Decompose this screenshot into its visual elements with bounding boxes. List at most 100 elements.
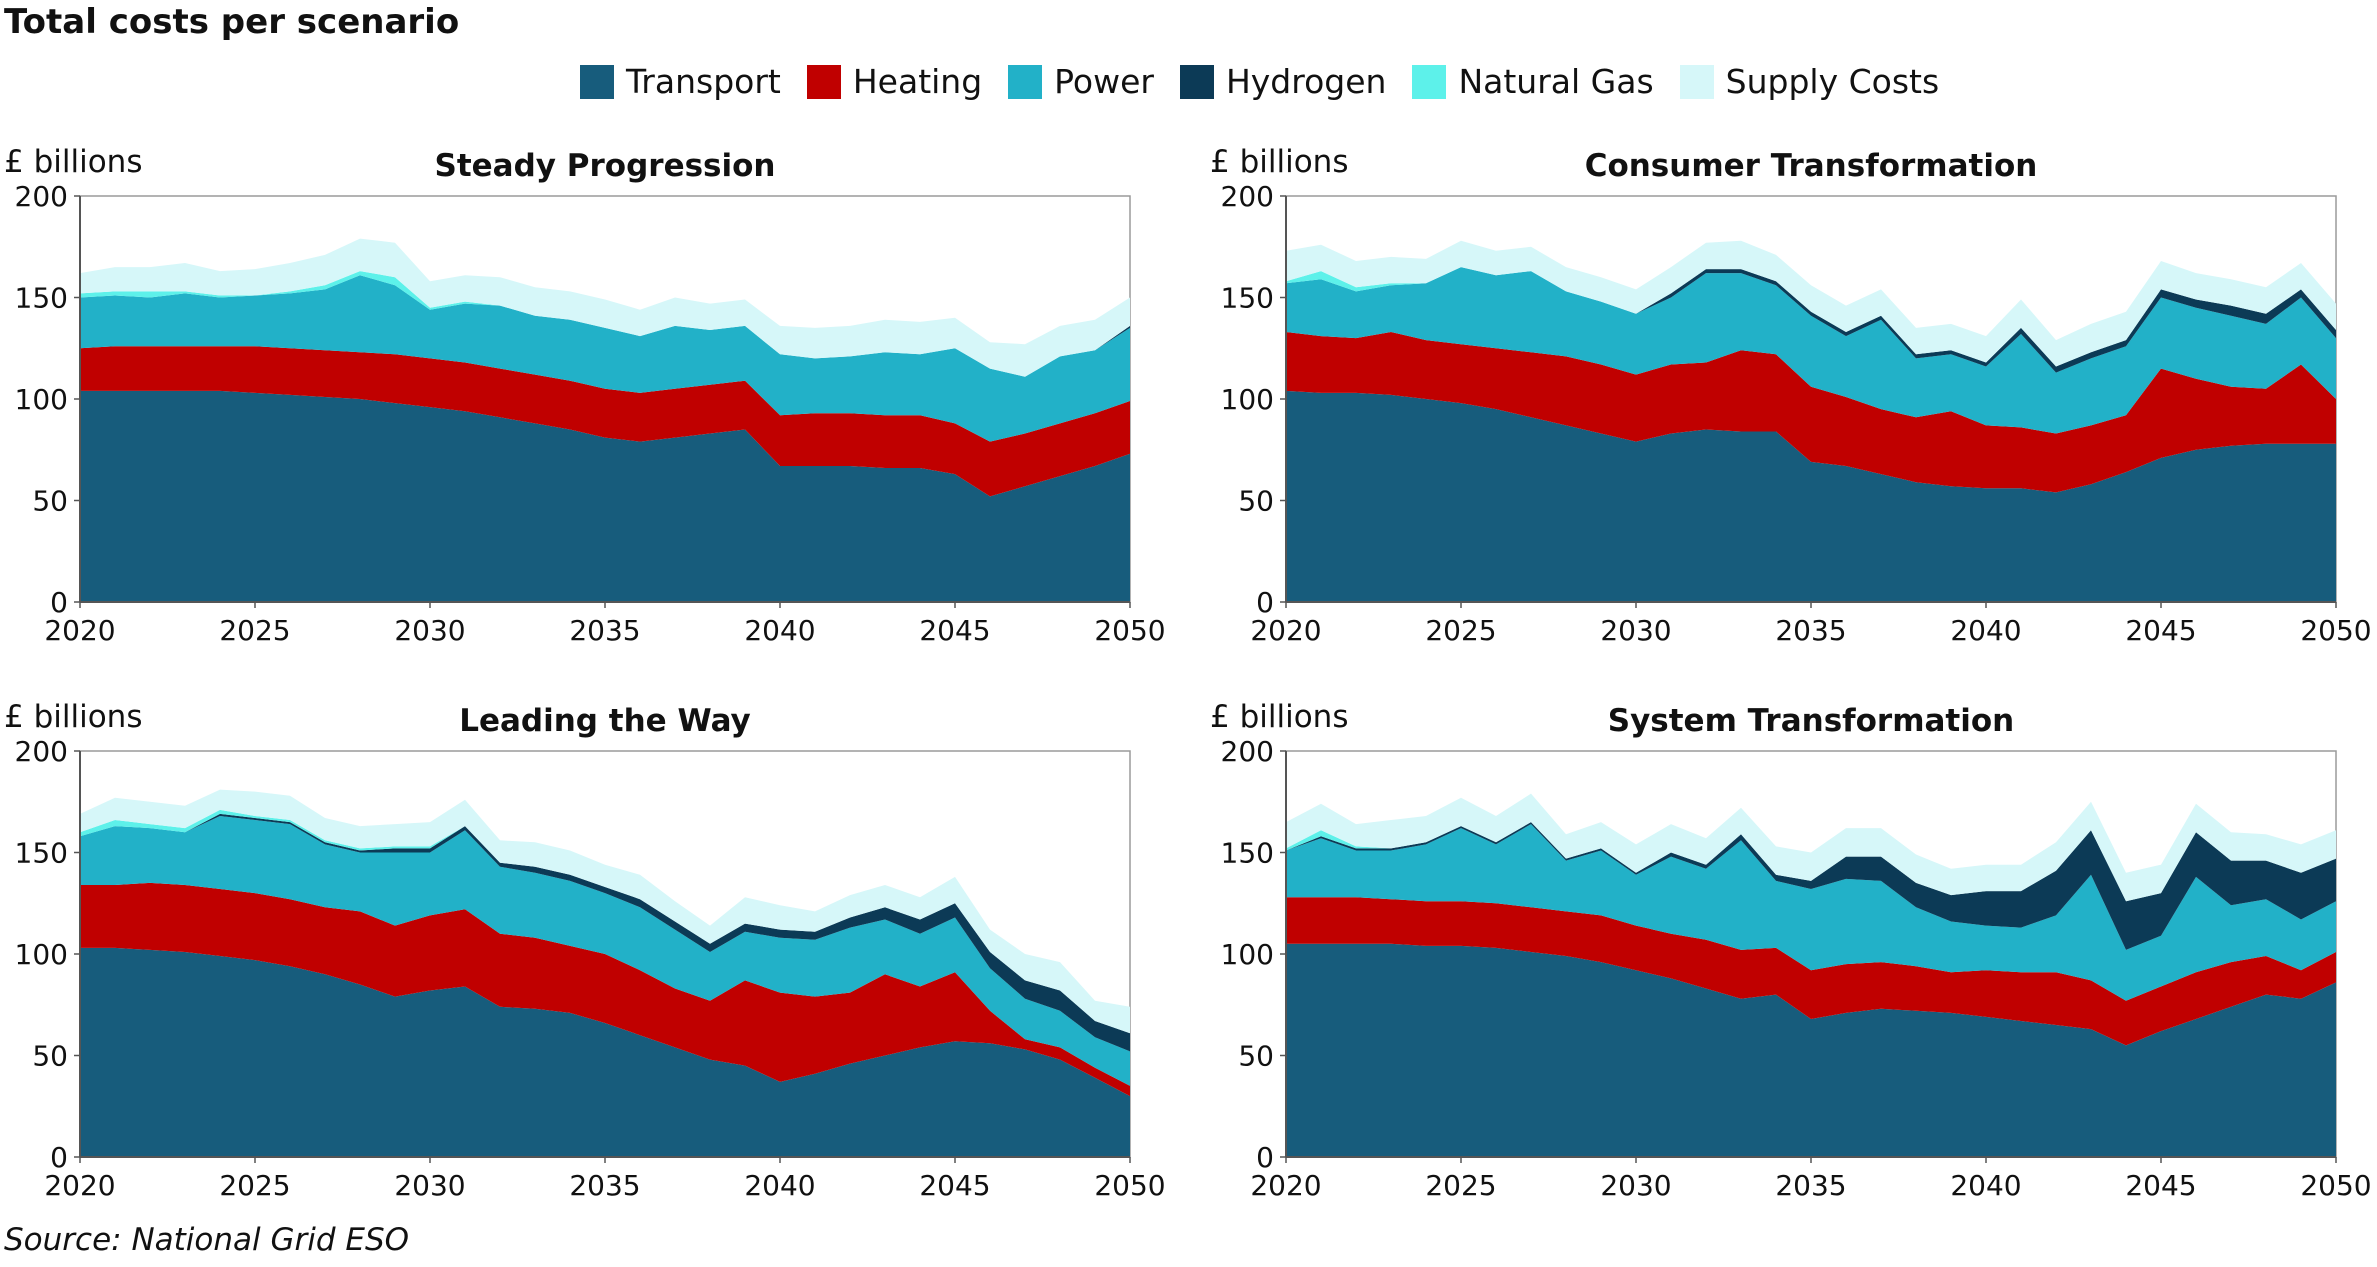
y-tick-label: 200 [1221, 735, 1274, 768]
legend-swatch-natural-gas [1412, 65, 1447, 99]
x-tick-label: 2045 [919, 1169, 990, 1202]
series-area-power [1286, 824, 2336, 1001]
series-area-heating [1286, 897, 2336, 1046]
x-tick-label: 2035 [569, 1169, 640, 1202]
legend-label-natural-gas: Natural Gas [1458, 62, 1654, 101]
x-tick-label: 2045 [2125, 614, 2196, 647]
source-note: Source: National Grid ESO [4, 1222, 410, 1258]
legend-item-heating: Heating [806, 62, 983, 102]
legend-swatch-power [1008, 65, 1043, 99]
y-tick-label: 150 [1221, 282, 1274, 315]
legend-item-transport: Transport [580, 62, 781, 102]
y-tick-label: 200 [1221, 180, 1274, 213]
x-tick-label: 2035 [1775, 614, 1846, 647]
y-tick-label: 50 [1238, 485, 1274, 518]
x-tick-label: 2020 [1250, 614, 1321, 647]
series-area-hydrogen [1286, 822, 2336, 950]
x-tick-label: 2030 [394, 1169, 465, 1202]
y-tick-label: 100 [1221, 383, 1274, 416]
series-area-heating [1286, 332, 2336, 493]
series-area-hydrogen [80, 813, 1130, 1052]
series-area-transport [1286, 943, 2336, 1157]
series-area-power [80, 275, 1130, 442]
chart-title: Consumer Transformation [1584, 148, 2038, 184]
y-tick-label: 0 [1256, 1141, 1274, 1174]
y-tick-label: 50 [32, 485, 68, 518]
chart-plot: 0 50 100 150 200 2020 2025 2030 2035 2040 2045 2050 [15, 180, 1166, 647]
y-tick-label: 150 [15, 837, 68, 870]
y-tick-label: 50 [32, 1040, 68, 1073]
chart-legend: Transport Heating Power Hydrogen Natural… [580, 60, 1965, 104]
series-area-supply-costs [80, 238, 1130, 377]
legend-label-power: Power [1054, 62, 1154, 101]
legend-item-natural-gas: Natural Gas [1412, 62, 1654, 102]
legend-item-supply-costs: Supply Costs [1679, 62, 1940, 102]
chart-title: System Transformation [1607, 703, 2015, 739]
y-tick-label: 100 [1221, 938, 1274, 971]
chart-panel-leading-the-way: £ billions Leading the Way 0 50 100 150 200 2… [0, 697, 1190, 1247]
x-tick-label: 2040 [1950, 1169, 2021, 1202]
y-axis-unit-label: £ billions [4, 144, 143, 180]
y-tick-label: 100 [15, 938, 68, 971]
x-tick-label: 2050 [1094, 1169, 1165, 1202]
legend-label-supply-costs: Supply Costs [1725, 62, 1940, 101]
series-area-power [80, 816, 1130, 1086]
y-tick-label: 0 [1256, 586, 1274, 619]
legend-label-heating: Heating [852, 62, 983, 101]
x-tick-label: 2050 [2300, 1169, 2371, 1202]
x-tick-label: 2050 [2300, 614, 2371, 647]
series-area-supply-costs [80, 789, 1130, 1034]
y-tick-label: 50 [1238, 1040, 1274, 1073]
chart-title: Leading the Way [459, 703, 751, 739]
y-axis-unit-label: £ billions [1210, 699, 1349, 735]
x-tick-label: 2025 [1425, 1169, 1496, 1202]
x-tick-label: 2035 [1775, 1169, 1846, 1202]
y-axis-unit-label: £ billions [4, 699, 143, 735]
x-tick-label: 2045 [919, 614, 990, 647]
chart-panel-steady-progression: £ billions Steady Progression 0 50 100 150 2… [0, 142, 1190, 692]
chart-plot: 0 50 100 150 200 2020 2025 2030 2035 2040 2045 2050 [1221, 735, 2372, 1202]
x-tick-label: 2030 [1600, 1169, 1671, 1202]
chart-plot: 0 50 100 150 200 2020 2025 2030 2035 2040 2045 2050 [15, 735, 1166, 1202]
x-tick-label: 2030 [1600, 614, 1671, 647]
x-tick-label: 2050 [1094, 614, 1165, 647]
y-tick-label: 200 [15, 180, 68, 213]
x-tick-label: 2025 [1425, 614, 1496, 647]
x-tick-label: 2025 [219, 614, 290, 647]
x-tick-label: 2020 [44, 1169, 115, 1202]
chart-panel-consumer-transformation: £ billions Consumer Transformation 0 50 10… [1206, 142, 2377, 692]
chart-title: Steady Progression [434, 148, 776, 184]
chart-panel-system-transformation: £ billions System Transformation 0 50 100 1… [1206, 697, 2377, 1247]
legend-swatch-hydrogen [1179, 65, 1214, 99]
x-tick-label: 2030 [394, 614, 465, 647]
y-tick-label: 0 [50, 1141, 68, 1174]
series-area-supply-costs [1286, 240, 2336, 367]
series-area-heating [80, 882, 1130, 1097]
y-tick-label: 100 [15, 383, 68, 416]
page-title: Total costs per scenario [4, 2, 460, 42]
series-area-power [1286, 267, 2336, 434]
legend-item-hydrogen: Hydrogen [1179, 62, 1387, 102]
x-tick-label: 2020 [44, 614, 115, 647]
y-tick-label: 150 [1221, 837, 1274, 870]
x-tick-label: 2045 [2125, 1169, 2196, 1202]
x-tick-label: 2040 [744, 1169, 815, 1202]
y-tick-label: 0 [50, 586, 68, 619]
x-tick-label: 2040 [1950, 614, 2021, 647]
legend-swatch-transport [580, 65, 614, 99]
y-axis-unit-label: £ billions [1210, 144, 1349, 180]
x-tick-label: 2025 [219, 1169, 290, 1202]
legend-swatch-heating [806, 65, 841, 99]
y-tick-label: 200 [15, 735, 68, 768]
series-area-transport [1286, 390, 2336, 602]
legend-label-transport: Transport [626, 62, 781, 101]
legend-label-hydrogen: Hydrogen [1225, 62, 1387, 101]
legend-swatch-supply-costs [1679, 65, 1714, 99]
series-area-transport [80, 947, 1130, 1157]
x-tick-label: 2020 [1250, 1169, 1321, 1202]
y-tick-label: 150 [15, 282, 68, 315]
x-tick-label: 2035 [569, 614, 640, 647]
x-tick-label: 2040 [744, 614, 815, 647]
series-area-transport [80, 390, 1130, 602]
legend-item-power: Power [1008, 62, 1154, 102]
